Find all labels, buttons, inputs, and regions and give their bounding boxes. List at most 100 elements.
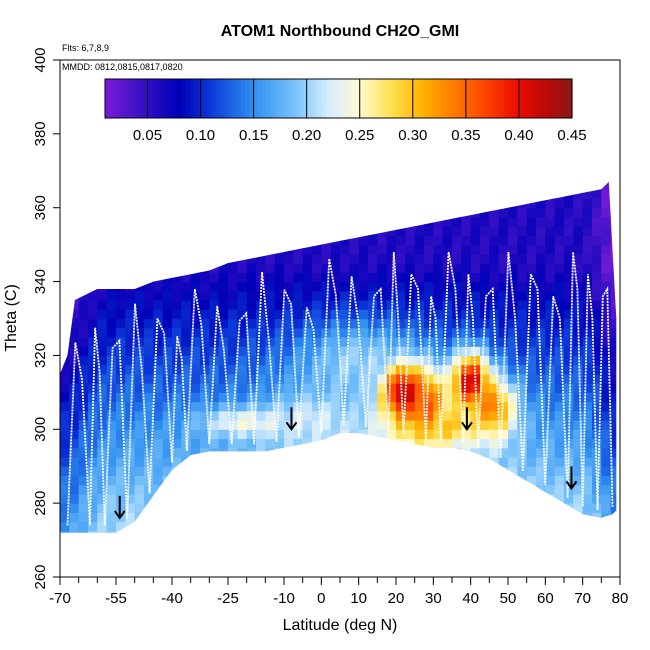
heatmap-cell (69, 383, 80, 393)
heatmap-cell (433, 309, 444, 320)
heatmap-cell (611, 171, 621, 181)
heatmap-cell (190, 420, 201, 430)
heatmap-cell (78, 447, 89, 458)
heatmap-cell (246, 438, 257, 449)
heatmap-cell (60, 429, 70, 440)
heatmap-cell (153, 226, 164, 236)
heatmap-cell (564, 272, 574, 283)
heatmap-cell (284, 521, 294, 532)
heatmap-cell (237, 438, 248, 449)
heatmap-cell (480, 281, 490, 292)
heatmap-cell (368, 189, 378, 200)
heatmap-cell (377, 521, 388, 532)
heatmap-cell (573, 318, 584, 329)
heatmap-cell (116, 327, 126, 338)
colorbar-swatch (423, 79, 429, 118)
heatmap-cell (610, 383, 617, 393)
heatmap-cell (601, 216, 612, 227)
heatmap-cell (265, 263, 276, 273)
heatmap-cell (88, 290, 98, 301)
colorbar-swatch (330, 79, 335, 118)
heatmap-cell (116, 318, 126, 329)
heatmap-cell (405, 438, 416, 449)
heatmap-cell (181, 281, 192, 292)
heatmap-cell (293, 226, 304, 236)
heatmap-cell (172, 318, 182, 329)
heatmap-cell (358, 475, 369, 486)
heatmap-cell (554, 253, 565, 264)
heatmap-cell (526, 253, 537, 264)
heatmap-cell (545, 410, 556, 421)
heatmap-cell (274, 530, 285, 533)
heatmap-cell (414, 263, 425, 273)
heatmap-cell (349, 337, 360, 347)
heatmap-cell (545, 530, 556, 533)
heatmap-cell (526, 281, 537, 292)
heatmap-cell (573, 171, 583, 181)
heatmap-cell (526, 410, 537, 421)
heatmap-cell (172, 171, 182, 181)
heatmap-cell (405, 466, 416, 476)
heatmap-cell (480, 475, 490, 486)
heatmap-cell (106, 438, 117, 449)
colorbar-swatch (291, 79, 297, 118)
heatmap-cell (134, 429, 145, 440)
heatmap-cell (312, 263, 322, 273)
heatmap-cell (592, 171, 602, 181)
heatmap-cell (377, 337, 388, 347)
heatmap-cell (181, 198, 192, 209)
heatmap-cell (312, 521, 322, 532)
colorbar-swatch (168, 79, 174, 118)
heatmap-cell (125, 466, 136, 476)
heatmap-cell (349, 226, 360, 236)
heatmap-cell (162, 226, 173, 236)
heatmap-cell (293, 171, 303, 181)
x-tick-label: 10 (350, 590, 367, 607)
heatmap-cell (200, 281, 210, 292)
heatmap-cell (106, 457, 117, 467)
heatmap-cell (172, 457, 182, 467)
heatmap-cell (498, 263, 509, 273)
heatmap-cell (209, 410, 220, 421)
heatmap-cell (358, 281, 369, 292)
heatmap-cell (144, 410, 154, 421)
heatmap-cell (582, 235, 593, 246)
heatmap-cell (200, 327, 210, 338)
heatmap-cell (554, 189, 565, 200)
heatmap-cell (405, 484, 416, 495)
colorbar-swatch (478, 79, 484, 118)
heatmap-cell (536, 364, 546, 375)
heatmap-cell (106, 244, 117, 255)
heatmap-cell (396, 318, 406, 329)
heatmap-cell (386, 373, 397, 384)
colorbar-swatch (138, 79, 144, 118)
heatmap-cell (405, 290, 416, 301)
heatmap-cell (190, 410, 201, 421)
heatmap-cell (200, 457, 210, 467)
heatmap-cell (554, 364, 565, 375)
heatmap-cell (424, 429, 434, 440)
heatmap-cell (172, 373, 182, 384)
colorbar-swatch (130, 79, 136, 118)
heatmap-cell (302, 235, 313, 246)
heatmap-cell (256, 521, 266, 532)
heatmap-cell (97, 327, 108, 338)
heatmap-cell (405, 181, 416, 190)
heatmap-cell (601, 373, 612, 384)
heatmap-cell (592, 364, 602, 375)
heatmap-cell (526, 364, 537, 375)
heatmap-cell (228, 337, 238, 347)
heatmap-cell (116, 244, 126, 255)
heatmap-cell (331, 171, 341, 181)
heatmap-cell (228, 530, 238, 533)
heatmap-cell (498, 309, 509, 320)
heatmap-cell (293, 281, 304, 292)
heatmap-cell (330, 327, 341, 338)
heatmap-cell (526, 189, 537, 200)
colorbar-swatch (525, 79, 531, 118)
heatmap-cell (340, 300, 350, 310)
heatmap-cell (610, 198, 617, 209)
heatmap-cell (181, 263, 192, 273)
heatmap-cell (545, 272, 556, 283)
heatmap-cell (452, 401, 462, 412)
